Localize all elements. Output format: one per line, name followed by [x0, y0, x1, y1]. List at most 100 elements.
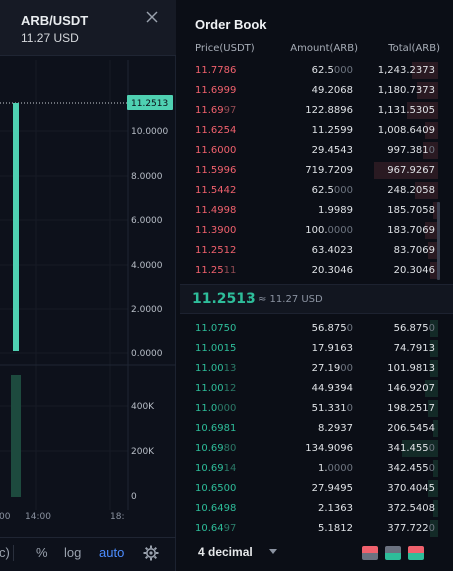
order-amount: 20.3046: [311, 265, 353, 276]
ask-row[interactable]: 11.7786 62.5000 1,243.2373: [180, 61, 438, 80]
order-total: 20.3046: [393, 265, 435, 276]
y-tick: 4.0000: [131, 261, 163, 271]
ask-row[interactable]: 11.6000 29.4543 997.3810: [180, 141, 438, 160]
chart-toolbar: c) % log auto: [0, 537, 176, 567]
order-amount: 44.9394: [311, 383, 353, 394]
price-candle[interactable]: [13, 103, 19, 351]
bid-row[interactable]: 10.6914 1.0000 342.4550: [180, 459, 438, 478]
volume-bar[interactable]: [11, 375, 21, 497]
order-book-columns: Price(USDT) Amount(ARB) Total(ARB): [180, 43, 453, 59]
ask-row[interactable]: 11.5442 62.5000 248.2058: [180, 181, 438, 200]
ask-row[interactable]: 11.5996 719.7209 967.9267: [180, 161, 438, 180]
order-amount: 134.9096: [305, 443, 353, 454]
order-amount: 62.5000: [311, 65, 353, 76]
bid-row[interactable]: 11.0000 51.3310 198.2517: [180, 399, 438, 418]
bid-row[interactable]: 10.6497 5.1812 377.7220: [180, 519, 438, 538]
ask-row[interactable]: 11.4998 1.9989 185.7058: [180, 201, 438, 220]
order-amount: 49.2068: [311, 85, 353, 96]
price-tag: 11.2513: [131, 99, 168, 109]
order-price: 11.6000: [195, 145, 237, 156]
order-amount: 29.4543: [311, 145, 353, 156]
order-price: 11.0750: [195, 323, 237, 334]
view-asks-icon[interactable]: [362, 546, 378, 560]
order-amount: 11.2599: [311, 125, 353, 136]
bid-row[interactable]: 10.6981 8.2937 206.5454: [180, 419, 438, 438]
depth-bar: [432, 420, 438, 437]
close-icon[interactable]: [145, 10, 159, 24]
time-tick: 14:00: [25, 512, 51, 522]
y-tick: 6.0000: [131, 216, 163, 226]
bid-row[interactable]: 10.6500 27.9495 370.4045: [180, 479, 438, 498]
order-amount: 719.7209: [305, 165, 353, 176]
order-price: 10.6498: [195, 503, 237, 514]
scrollbar[interactable]: [437, 202, 440, 280]
chart-canvas[interactable]: 11.2513 10.0000 8.0000 6.0000 4.0000 2.0…: [0, 60, 176, 510]
view-bids-icon[interactable]: [408, 546, 424, 560]
bid-row[interactable]: 11.0012 44.9394 146.9207: [180, 379, 438, 398]
order-price: 10.6980: [195, 443, 237, 454]
depth-bar: [427, 480, 438, 497]
depth-bar: [427, 400, 438, 417]
chevron-down-icon[interactable]: [269, 549, 277, 554]
order-total: 74.7913: [393, 343, 435, 354]
auto-toggle[interactable]: auto: [99, 545, 125, 560]
depth-bar: [432, 460, 438, 477]
depth-bar: [414, 182, 438, 199]
order-price: 11.0012: [195, 383, 237, 394]
bid-row[interactable]: 11.0750 56.8750 56.8750: [180, 319, 438, 338]
pair-price-usd: 11.27 USD: [21, 31, 79, 45]
depth-bar: [425, 380, 438, 397]
y-tick: 2.0000: [131, 305, 163, 315]
percent-toggle[interactable]: %: [36, 545, 48, 560]
bid-row[interactable]: 11.0013 27.1900 101.9813: [180, 359, 438, 378]
ask-row[interactable]: 11.2511 20.3046 20.3046: [180, 261, 438, 280]
price-chart[interactable]: 11.2513 10.0000 8.0000 6.0000 4.0000 2.0…: [0, 60, 176, 510]
order-price: 10.6497: [195, 523, 237, 534]
depth-bar: [401, 440, 438, 457]
order-total: 101.9813: [387, 363, 435, 374]
bid-row[interactable]: 10.6498 2.1363 372.5408: [180, 499, 438, 518]
order-total: 185.7058: [387, 205, 435, 216]
order-amount: 17.9163: [311, 343, 353, 354]
bid-row[interactable]: 10.6980 134.9096 341.4550: [180, 439, 438, 458]
order-total: 1,008.6409: [377, 125, 435, 136]
column-amount: Amount(ARB): [290, 43, 358, 54]
order-price: 11.0015: [195, 343, 237, 354]
gear-icon[interactable]: [143, 545, 159, 561]
order-price: 11.0013: [195, 363, 237, 374]
ask-row[interactable]: 11.6997 122.8896 1,131.5305: [180, 101, 438, 120]
depth-bar: [430, 360, 438, 377]
order-total: 341.4550: [387, 443, 435, 454]
order-price: 11.6254: [195, 125, 237, 136]
column-price: Price(USDT): [195, 43, 255, 54]
log-toggle[interactable]: log: [64, 545, 82, 560]
volume-tick: 200K: [131, 447, 155, 457]
toolbar-partial-label[interactable]: c): [0, 545, 10, 560]
ask-row[interactable]: 11.2512 63.4023 83.7069: [180, 241, 438, 260]
view-both-icon[interactable]: [385, 546, 401, 560]
depth-bar: [373, 162, 438, 179]
order-total: 56.8750: [393, 323, 435, 334]
decimal-select[interactable]: 4 decimal: [198, 545, 253, 559]
order-total: 967.9267: [387, 165, 435, 176]
order-amount: 2.1363: [318, 503, 353, 514]
depth-bar: [427, 242, 438, 259]
order-amount: 63.4023: [311, 245, 353, 256]
order-total: 370.4045: [387, 483, 435, 494]
order-total: 377.7220: [387, 523, 435, 534]
order-total: 342.4550: [387, 463, 435, 474]
ask-row[interactable]: 11.6999 49.2068 1,180.7373: [180, 81, 438, 100]
ask-row[interactable]: 11.3900 100.0000 183.7069: [180, 221, 438, 240]
order-amount: 122.8896: [305, 105, 353, 116]
order-amount: 27.1900: [311, 363, 353, 374]
depth-bar: [430, 520, 438, 537]
order-amount: 5.1812: [318, 523, 353, 534]
depth-bar: [432, 202, 438, 219]
y-tick: 8.0000: [131, 172, 163, 182]
order-total: 372.5408: [387, 503, 435, 514]
bid-row[interactable]: 11.0015 17.9163 74.7913: [180, 339, 438, 358]
ask-row[interactable]: 11.6254 11.2599 1,008.6409: [180, 121, 438, 140]
trading-pair[interactable]: ARB/USDT: [21, 13, 89, 28]
order-price: 11.0000: [195, 403, 237, 414]
depth-bar: [407, 102, 438, 119]
